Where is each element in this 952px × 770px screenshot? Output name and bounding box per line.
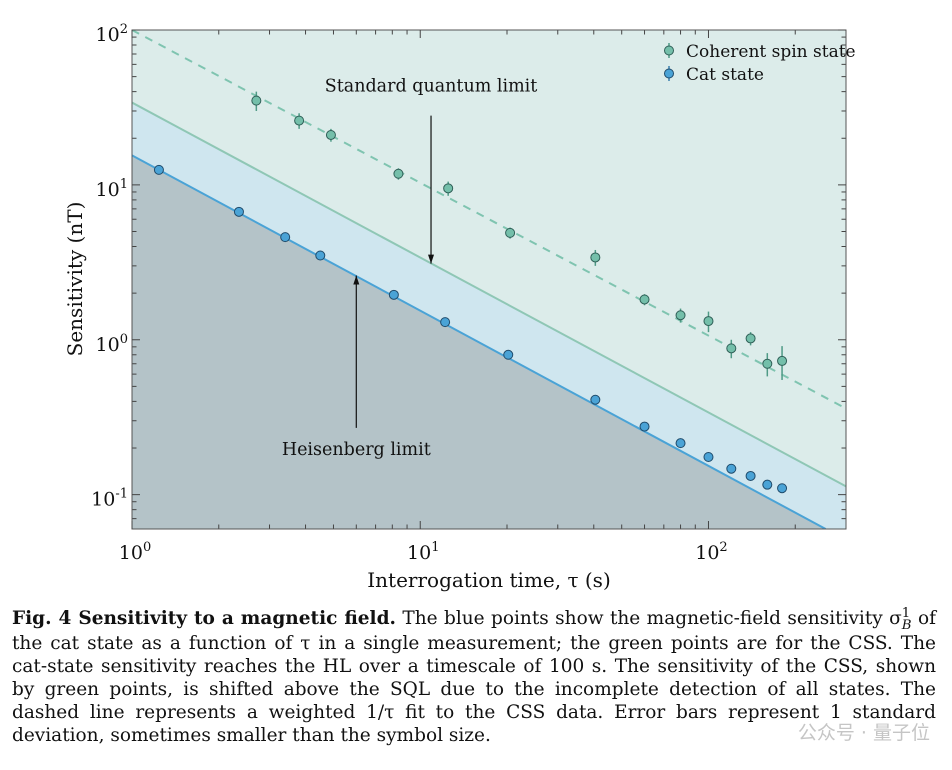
cat-data-point <box>153 164 164 175</box>
legend-css-marker <box>664 45 674 56</box>
x-tick-label: 102 <box>695 540 727 564</box>
y-tick-labels: 10-1 100 101 102 <box>91 22 128 511</box>
cat-data-point <box>762 479 773 490</box>
standard-quantum-limit-line <box>132 101 846 488</box>
minor-ticks <box>132 30 846 529</box>
watermark: 公众号 · 量子位 <box>797 722 930 744</box>
cat-data-point <box>280 232 291 243</box>
legend-css-label: Coherent spin state <box>686 42 856 62</box>
caption-lead: Fig. 4 Sensitivity to a magnetic field. <box>12 608 396 629</box>
sql-annotation-label: Standard quantum limit <box>325 77 538 97</box>
cat-data-point <box>233 206 244 217</box>
x-tick-label: 100 <box>119 540 151 564</box>
css-data-point <box>325 129 336 140</box>
major-ticks <box>131 29 846 529</box>
cat-data-point <box>503 349 514 360</box>
cat-data-point <box>590 394 601 405</box>
cat-data-point <box>315 250 326 261</box>
y-tick-label: 100 <box>96 332 128 356</box>
css-data-point <box>777 355 788 366</box>
hl-annotation-label: Heisenberg limit <box>282 440 431 460</box>
legend-cat-label: Cat state <box>686 65 764 85</box>
cat-data-point <box>777 483 788 494</box>
cat-data-point <box>675 438 686 449</box>
x-tick-labels: 100 101 102 <box>119 540 728 564</box>
y-tick-label: 102 <box>96 22 128 46</box>
css-data-point <box>639 294 650 305</box>
axes-frame <box>131 29 847 530</box>
annotations: Standard quantum limit Heisenberg limit <box>282 77 537 460</box>
data-points <box>153 95 788 494</box>
figure-caption: Fig. 4 Sensitivity to a magnetic field. … <box>12 607 936 747</box>
cat-data-point <box>726 463 737 474</box>
css-data-point <box>505 227 516 238</box>
cat-data-point <box>388 289 399 300</box>
css-data-point <box>251 95 262 106</box>
css-data-point <box>294 115 305 126</box>
cat-data-point <box>639 421 650 432</box>
css-data-point <box>762 358 773 369</box>
legend-cat-marker <box>664 68 674 79</box>
caption-sym-sub: B <box>901 617 912 633</box>
css-data-point <box>726 343 737 354</box>
caption-tail: of the cat state as a function of τ in a… <box>12 608 936 746</box>
sensitivity-chart: 100 101 102 10-1 100 101 102 Interrogati… <box>63 22 856 592</box>
caption-sym-sup: 1 <box>901 605 911 621</box>
hl-arrow-head <box>353 275 360 285</box>
css-data-point <box>745 333 756 344</box>
css-data-point <box>675 310 686 321</box>
cat-data-point <box>440 317 451 328</box>
x-tick-label: 101 <box>407 540 439 564</box>
css-data-point <box>703 316 714 327</box>
legend: Coherent spin state Cat state <box>664 42 856 85</box>
cat-data-point <box>745 470 756 481</box>
css-data-point <box>393 168 404 179</box>
sql-arrow-head <box>428 254 435 264</box>
y-axis-label: Sensitivity (nT) <box>63 202 87 357</box>
caption-body: The blue points show the magnetic-field … <box>402 608 902 629</box>
css-data-point <box>590 252 601 263</box>
y-tick-label: 101 <box>96 177 128 201</box>
cat-data-point <box>703 451 714 462</box>
plot-area <box>132 30 846 529</box>
y-tick-label: 10-1 <box>91 487 128 511</box>
heisenberg-limit-line <box>132 154 827 529</box>
x-axis-label: Interrogation time, τ (s) <box>367 568 611 592</box>
css-data-point <box>443 183 454 194</box>
